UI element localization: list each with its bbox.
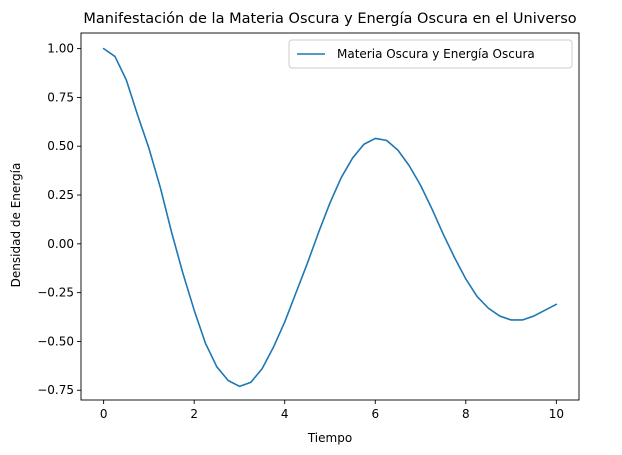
legend: Materia Oscura y Energía Oscura xyxy=(288,39,573,69)
legend-box xyxy=(288,39,573,69)
y-tick-label: −0.75 xyxy=(37,383,74,397)
y-tick-label: 0.00 xyxy=(47,237,74,251)
x-tick-label: 4 xyxy=(281,407,289,421)
series-line-0 xyxy=(102,47,558,388)
y-axis-ticks: −0.75 −0.50 −0.25 0.00 0.25 0.50 0.75 1.00 xyxy=(37,42,81,397)
x-tick-label: 0 xyxy=(100,407,108,421)
axes-frame xyxy=(80,32,580,401)
x-tick-label: 8 xyxy=(462,407,470,421)
x-axis-label: Tiempo xyxy=(307,431,352,445)
chart-title: Manifestación de la Materia Oscura y Ene… xyxy=(83,11,576,27)
legend-label: Materia Oscura y Energía Oscura xyxy=(337,47,535,61)
y-tick-label: 0.50 xyxy=(47,139,74,153)
y-tick-label: −0.50 xyxy=(37,334,74,348)
plot-area xyxy=(80,32,580,401)
y-axis-label: Densidad de Energía xyxy=(9,163,23,288)
x-axis-ticks: 0 2 4 6 8 10 xyxy=(100,400,564,421)
y-tick-label: 1.00 xyxy=(47,42,74,56)
y-tick-label: 0.25 xyxy=(47,188,74,202)
x-tick-label: 2 xyxy=(190,407,198,421)
x-tick-label: 6 xyxy=(371,407,379,421)
y-tick-label: −0.25 xyxy=(37,286,74,300)
x-tick-label: 10 xyxy=(549,407,564,421)
y-tick-label: 0.75 xyxy=(47,90,74,104)
